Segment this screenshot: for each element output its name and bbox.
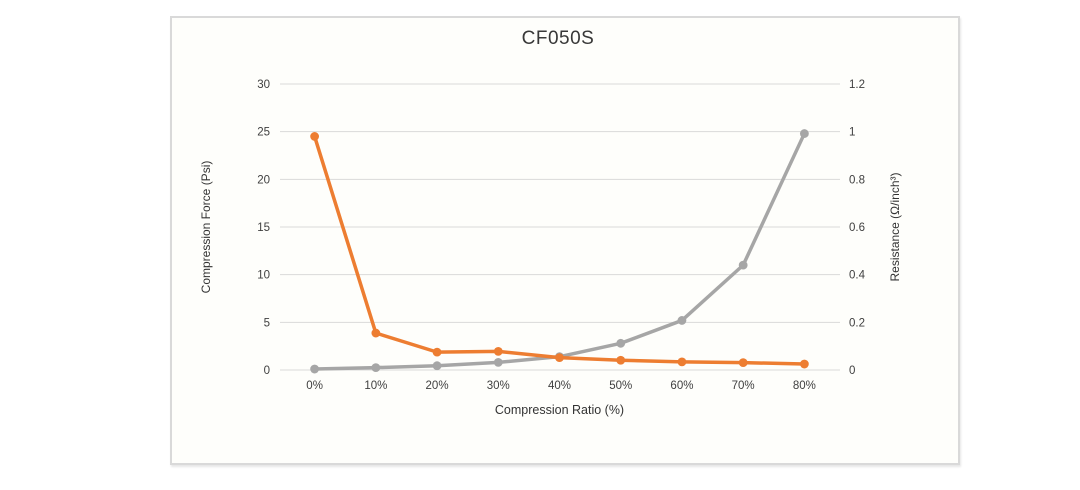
data-point-marker-compression-force: [310, 364, 320, 374]
data-point-marker-resistance: [493, 347, 503, 356]
y-axis-tick-label-right: 1: [849, 127, 855, 139]
x-axis-tick-label: 50%: [609, 380, 632, 392]
y-axis-title-right: Resistance (Ω/inch³): [888, 172, 902, 281]
data-point-marker-resistance: [616, 355, 626, 365]
data-point-marker-resistance: [555, 353, 564, 363]
y-axis-tick-label-left: 20: [257, 174, 270, 186]
data-point-marker-compression-force: [432, 361, 442, 371]
x-axis-tick-label: 0%: [306, 380, 323, 392]
y-axis-tick-label-right: 0.6: [849, 222, 865, 234]
y-axis-tick-label-left: 10: [257, 270, 270, 282]
data-point-marker-compression-force: [493, 357, 503, 367]
series-line-resistance: [312, 134, 807, 366]
x-axis-tick-label: 70%: [732, 380, 755, 392]
x-axis-title: Compression Ratio (%): [495, 403, 624, 417]
y-axis-tick-label-right: 0.4: [849, 270, 866, 282]
series-line-compression-force: [312, 131, 807, 371]
x-axis-tick-label: 80%: [793, 380, 816, 392]
x-axis-tick-label: 60%: [670, 380, 693, 392]
y-axis-tick-label-right: 1.2: [849, 79, 865, 91]
data-point-marker-compression-force: [371, 363, 381, 373]
y-axis-tick-label-left: 30: [257, 79, 270, 91]
y-axis-tick-label-right: 0.2: [849, 317, 865, 329]
chart-title: CF050S: [521, 28, 595, 49]
y-axis-tick-label-left: 25: [257, 127, 270, 139]
data-point-marker-compression-force: [738, 260, 748, 270]
data-point-marker-resistance: [677, 357, 687, 367]
data-point-marker-resistance: [432, 347, 442, 357]
y-axis-tick-label-right: 0.8: [849, 174, 865, 186]
x-axis-tick-label: 20%: [426, 380, 449, 392]
y-axis-title-left: Compression Force (Psi): [199, 161, 213, 294]
data-point-marker-resistance: [371, 328, 381, 338]
y-axis-tick-label-left: 15: [257, 222, 270, 234]
x-axis-tick-label: 10%: [364, 380, 387, 392]
data-point-marker-resistance: [310, 132, 320, 141]
data-point-marker-compression-force: [799, 129, 809, 138]
chart-card: CF050S 0 5 10 15 20 25 30 0 0.2 0.4 0.6 0.8 1 1.2 0% 10…: [170, 16, 960, 465]
x-axis-tick-label: 40%: [548, 380, 571, 392]
y-axis-tick-label-left: 0: [264, 365, 270, 377]
data-point-marker-compression-force: [616, 338, 626, 348]
data-point-marker-resistance: [799, 359, 809, 369]
y-axis-tick-label-left: 5: [264, 317, 270, 329]
data-point-marker-compression-force: [677, 316, 687, 325]
chart-canvas: 0 5 10 15 20 25 30 0 0.2 0.4 0.6 0.8 1 1.2 0% 10% 20% 30%…: [199, 79, 902, 417]
x-axis-tick-label: 30%: [487, 380, 510, 392]
y-axis-tick-label-right: 0: [849, 365, 855, 377]
data-point-marker-resistance: [738, 358, 748, 368]
